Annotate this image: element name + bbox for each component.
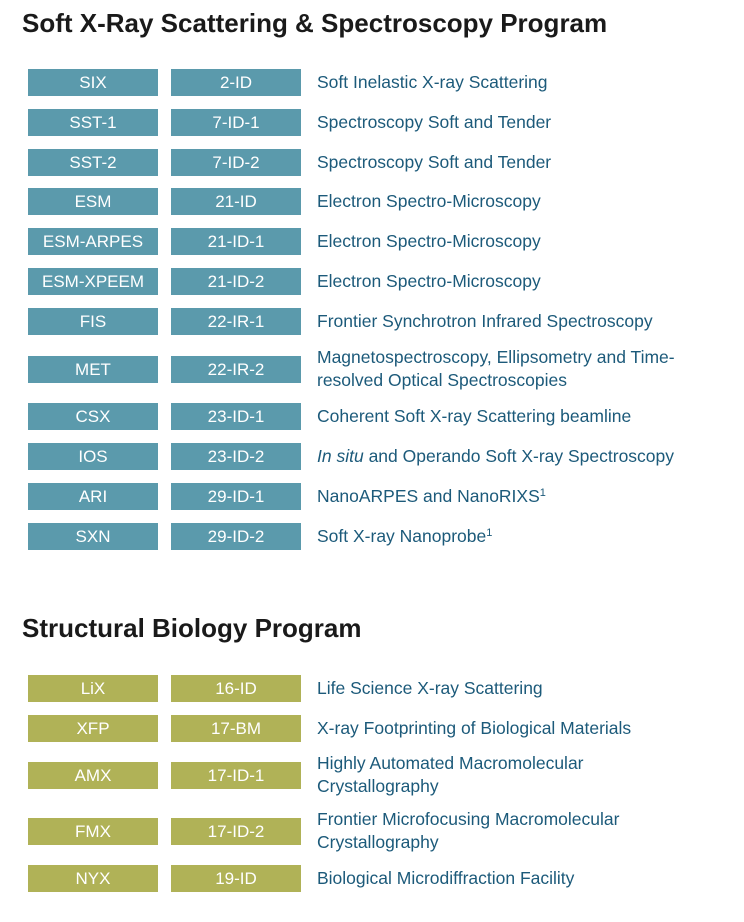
description-text: Biological Microdiffraction Facility bbox=[317, 868, 575, 888]
beamline-description-link[interactable]: Coherent Soft X-ray Scattering beamline bbox=[317, 405, 727, 428]
description-text: Frontier Synchrotron Infrared Spectrosco… bbox=[317, 311, 653, 331]
beamline-description-link[interactable]: Magnetospectroscopy, Ellipsometry and Ti… bbox=[317, 346, 727, 392]
beamline-description-link[interactable]: Soft X-ray Nanoprobe1 bbox=[317, 525, 727, 548]
acronym-badge[interactable]: FMX bbox=[28, 818, 158, 845]
description-text: Spectroscopy Soft and Tender bbox=[317, 112, 552, 132]
beamline-id-badge[interactable]: 29-ID-2 bbox=[171, 523, 301, 550]
beamline-id-badge[interactable]: 22-IR-2 bbox=[171, 356, 301, 383]
description-text: Electron Spectro-Microscopy bbox=[317, 231, 541, 251]
acronym-badge[interactable]: MET bbox=[28, 356, 158, 383]
acronym-badge[interactable]: ARI bbox=[28, 483, 158, 510]
acronym-badge[interactable]: ESM bbox=[28, 188, 158, 215]
acronym-badge[interactable]: IOS bbox=[28, 443, 158, 470]
description-text: Spectroscopy Soft and Tender bbox=[317, 152, 552, 172]
acronym-badge[interactable]: ESM-XPEEM bbox=[28, 268, 158, 295]
acronym-badge[interactable]: SXN bbox=[28, 523, 158, 550]
beamline-id-badge[interactable]: 17-ID-2 bbox=[171, 818, 301, 845]
beamline-description-link[interactable]: Frontier Synchrotron Infrared Spectrosco… bbox=[317, 310, 727, 333]
acronym-badge[interactable]: SIX bbox=[28, 69, 158, 96]
beamline-id-badge[interactable]: 16-ID bbox=[171, 675, 301, 702]
beamline-description-link[interactable]: Frontier Microfocusing Macromolecular Cr… bbox=[317, 808, 667, 854]
description-italic-text: In situ bbox=[317, 446, 364, 466]
beamline-id-badge[interactable]: 17-ID-1 bbox=[171, 762, 301, 789]
beamline-description-link[interactable]: Biological Microdiffraction Facility bbox=[317, 867, 727, 890]
beamline-description-link[interactable]: Life Science X-ray Scattering bbox=[317, 677, 727, 700]
description-text: Soft X-ray Nanoprobe bbox=[317, 526, 487, 546]
description-text: and Operando Soft X-ray Spectroscopy bbox=[363, 446, 675, 466]
beamline-description-link[interactable]: Spectroscopy Soft and Tender bbox=[317, 151, 727, 174]
acronym-badge[interactable]: NYX bbox=[28, 865, 158, 892]
description-text: X-ray Footprinting of Biological Materia… bbox=[317, 718, 632, 738]
beamline-description-link[interactable]: Soft Inelastic X-ray Scattering bbox=[317, 71, 727, 94]
description-text: Life Science X-ray Scattering bbox=[317, 678, 543, 698]
beamline-description-link[interactable]: In situ and Operando Soft X-ray Spectros… bbox=[317, 445, 727, 468]
beamline-id-badge[interactable]: 22-IR-1 bbox=[171, 308, 301, 335]
description-text: NanoARPES and NanoRIXS bbox=[317, 486, 540, 506]
beamline-id-badge[interactable]: 21-ID-2 bbox=[171, 268, 301, 295]
acronym-badge[interactable]: AMX bbox=[28, 762, 158, 789]
description-text: Electron Spectro-Microscopy bbox=[317, 271, 541, 291]
beamline-id-badge[interactable]: 21-ID-1 bbox=[171, 228, 301, 255]
beamline-id-badge[interactable]: 23-ID-1 bbox=[171, 403, 301, 430]
section-title: Soft X-Ray Scattering & Spectroscopy Pro… bbox=[22, 8, 608, 38]
acronym-badge[interactable]: ESM-ARPES bbox=[28, 228, 158, 255]
beamline-id-badge[interactable]: 23-ID-2 bbox=[171, 443, 301, 470]
beamline-id-badge[interactable]: 29-ID-1 bbox=[171, 483, 301, 510]
beamline-id-badge[interactable]: 21-ID bbox=[171, 188, 301, 215]
beamline-description-link[interactable]: Highly Automated Macromolecular Crystall… bbox=[317, 752, 647, 798]
acronym-badge[interactable]: SST-1 bbox=[28, 109, 158, 136]
beamline-id-badge[interactable]: 17-BM bbox=[171, 715, 301, 742]
beamline-description-link[interactable]: Electron Spectro-Microscopy bbox=[317, 270, 727, 293]
description-text: Highly Automated Macromolecular Crystall… bbox=[317, 753, 584, 796]
beamline-description-link[interactable]: X-ray Footprinting of Biological Materia… bbox=[317, 717, 727, 740]
beamline-id-badge[interactable]: 2-ID bbox=[171, 69, 301, 96]
acronym-badge[interactable]: CSX bbox=[28, 403, 158, 430]
acronym-badge[interactable]: XFP bbox=[28, 715, 158, 742]
description-text: Soft Inelastic X-ray Scattering bbox=[317, 72, 548, 92]
beamline-description-link[interactable]: Spectroscopy Soft and Tender bbox=[317, 111, 727, 134]
section-title: Structural Biology Program bbox=[22, 613, 362, 643]
beamline-id-badge[interactable]: 19-ID bbox=[171, 865, 301, 892]
beamline-id-badge[interactable]: 7-ID-1 bbox=[171, 109, 301, 136]
description-text: Electron Spectro-Microscopy bbox=[317, 191, 541, 211]
acronym-badge[interactable]: FIS bbox=[28, 308, 158, 335]
beamline-description-link[interactable]: NanoARPES and NanoRIXS1 bbox=[317, 485, 727, 508]
acronym-badge[interactable]: SST-2 bbox=[28, 149, 158, 176]
beamline-description-link[interactable]: Electron Spectro-Microscopy bbox=[317, 230, 727, 253]
description-text: Coherent Soft X-ray Scattering beamline bbox=[317, 406, 632, 426]
beamline-id-badge[interactable]: 7-ID-2 bbox=[171, 149, 301, 176]
description-text: Frontier Microfocusing Macromolecular Cr… bbox=[317, 809, 620, 852]
footnote-marker: 1 bbox=[486, 527, 493, 539]
acronym-badge[interactable]: LiX bbox=[28, 675, 158, 702]
beamline-description-link[interactable]: Electron Spectro-Microscopy bbox=[317, 190, 727, 213]
footnote-marker: 1 bbox=[539, 487, 546, 499]
description-text: Magnetospectroscopy, Ellipsometry and Ti… bbox=[317, 347, 675, 390]
